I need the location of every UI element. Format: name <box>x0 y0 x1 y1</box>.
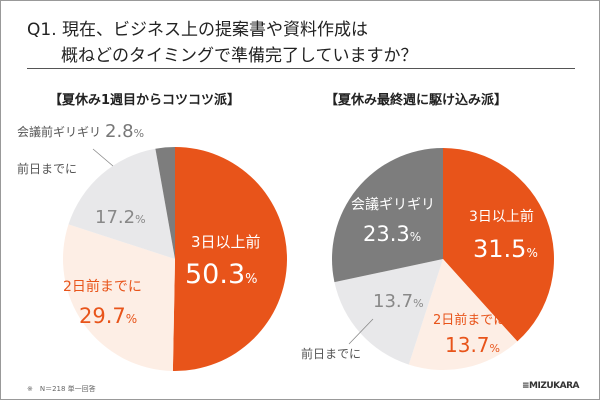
pie-slice-right-2 <box>334 259 443 365</box>
label-right-cat2: 前日までに <box>301 346 361 361</box>
leader-line-left <box>92 148 114 167</box>
right-chart-title: 【夏休み最終週に駆け込み派】 <box>325 93 508 108</box>
pie-slice-right-1 <box>408 259 518 370</box>
label-left-cat1: 2日前までに <box>63 278 142 295</box>
title-divider <box>27 68 575 69</box>
value-right-cat1: 13.7% <box>445 333 500 357</box>
pie-slice-left-0 <box>172 147 287 371</box>
pie-slice-left-1 <box>62 224 175 371</box>
pie-slice-right-0 <box>443 148 554 342</box>
label-left-cat0: 3日以上前 <box>191 233 261 251</box>
label-right-cat0: 3日以上前 <box>469 208 534 225</box>
question-title-line2: 概ねどのタイミングで準備完了していますか？ <box>61 46 418 66</box>
right-pie <box>332 148 554 370</box>
footnote: ※ N＝218 単一回答 <box>27 385 96 393</box>
value-left-cat1: 29.7% <box>79 304 137 328</box>
label-left-cat2: 前日までに <box>17 161 77 176</box>
value-right-cat2: 13.7% <box>373 291 424 312</box>
value-right-cat0: 31.5% <box>473 235 538 263</box>
logo-mark-icon: ≡ <box>521 381 530 391</box>
pie-slice-right-3 <box>332 148 443 283</box>
question-title-line1: Q1. 現在、ビジネス上の提案書や資料作成は <box>27 20 369 40</box>
pie-slice-left-2 <box>68 148 175 259</box>
brand-logo: ≡MIZUKARA <box>521 381 580 391</box>
value-left-cat0: 50.3% <box>185 259 257 290</box>
value-left-cat2: 17.2% <box>95 207 146 228</box>
leader-line-right <box>348 318 374 345</box>
left-pie <box>62 147 287 371</box>
label-right-cat1: 2日前までに <box>433 312 506 328</box>
value-right-cat3: 23.3% <box>363 222 421 246</box>
label-left-cat3: 会議前ギリギリ <box>17 124 101 139</box>
left-chart-title: 【夏休み1週目からコツコツ派】 <box>49 93 241 108</box>
value-left-cat3: 2.8% <box>105 121 144 142</box>
pie-slice-left-3 <box>155 147 175 259</box>
label-right-cat3: 会議ギリギリ <box>351 196 435 213</box>
